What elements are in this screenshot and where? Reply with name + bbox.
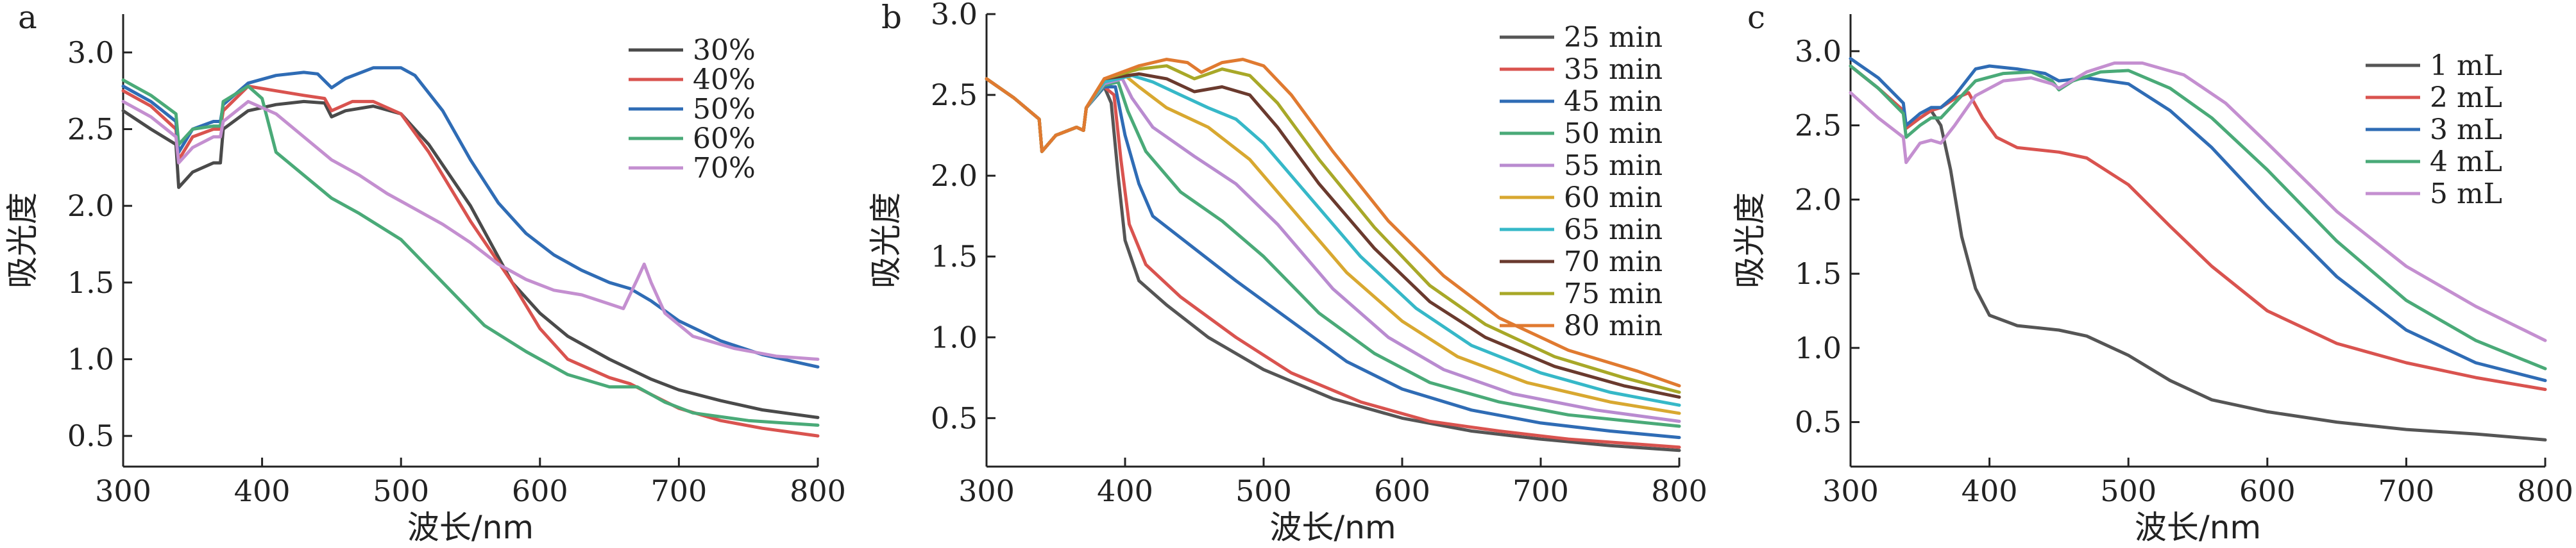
legend-label: 50 min — [1564, 117, 1663, 150]
y-tick-label: 2.5 — [931, 78, 978, 112]
legend: 30%40%50%60%70% — [629, 34, 756, 185]
series-line-4 — [121, 78, 820, 427]
series-line-1 — [121, 99, 820, 419]
y-tick-label: 1.0 — [1795, 331, 1842, 365]
legend-label: 2 mL — [2430, 81, 2502, 114]
legend-label: 45 min — [1564, 85, 1663, 118]
y-tick-label: 2.0 — [931, 158, 978, 193]
x-tick-label: 700 — [1513, 474, 1569, 508]
x-tick-label: 600 — [1374, 474, 1430, 508]
y-tick-label: 3.0 — [67, 35, 114, 70]
x-tick-label: 400 — [234, 474, 291, 508]
y-tick-label: 3.0 — [931, 0, 978, 31]
series-line-10 — [985, 58, 1681, 388]
x-tick-label: 800 — [1651, 474, 1707, 508]
legend-label: 5 mL — [2430, 178, 2502, 210]
chart-panel-c: c 300 400 500 600 700 800 0.5 1.0 1.5 2.0 2.5 3.0 波长/… — [1731, 0, 2573, 546]
legend-label: 80 min — [1564, 310, 1663, 342]
y-tick-label: 0.5 — [931, 401, 978, 435]
x-tick-label: 700 — [650, 474, 707, 508]
panel-letter: b — [881, 0, 902, 36]
legend-label: 50% — [693, 93, 756, 126]
y-tick-label: 1.5 — [1795, 256, 1842, 291]
x-tick-label: 500 — [373, 474, 429, 508]
legend-label: 4 mL — [2430, 145, 2502, 178]
legend-label: 70% — [693, 152, 756, 185]
y-tick-label: 1.0 — [67, 342, 114, 376]
legend-label: 30% — [693, 34, 756, 67]
x-axis-title: 波长/nm — [407, 509, 534, 546]
x-tick-label: 700 — [2378, 474, 2434, 508]
x-axis-title: 波长/nm — [2135, 509, 2261, 546]
x-tick-label: 800 — [790, 474, 846, 508]
y-tick-label: 2.0 — [67, 188, 114, 223]
y-axis-title: 吸光度 — [1731, 192, 1768, 288]
legend-label: 60 min — [1564, 181, 1663, 214]
legend-label: 40% — [693, 63, 756, 96]
legend-label: 60% — [693, 122, 756, 155]
x-tick-label: 600 — [512, 474, 568, 508]
x-tick-label: 600 — [2239, 474, 2296, 508]
x-axis-title: 波长/nm — [1269, 509, 1396, 546]
chart-panel-b: b 300 400 500 600 700 800 0.5 1.0 1.5 2.0 2.5 3.0 波长/… — [867, 0, 1707, 546]
legend-label: 3 mL — [2430, 113, 2502, 146]
series-line-4 — [1849, 64, 2547, 370]
legend-label: 1 mL — [2430, 49, 2502, 82]
panel-letter: a — [18, 0, 37, 36]
legend-label: 35 min — [1564, 53, 1663, 86]
y-tick-label: 2.5 — [67, 112, 114, 146]
x-tick-label: 500 — [2100, 474, 2157, 508]
x-tick-label: 300 — [95, 474, 151, 508]
y-tick-label: 1.5 — [931, 239, 978, 274]
x-tick-label: 300 — [1822, 474, 1879, 508]
legend-label: 55 min — [1564, 149, 1663, 182]
x-tick-label: 400 — [1962, 474, 2018, 508]
chart-panel-a: a 300 400 500 600 700 800 0.5 1.0 1.5 2.0 2.5 3.0 波长/… — [4, 0, 846, 546]
legend-label: 25 min — [1564, 21, 1663, 54]
y-axis-title: 吸光度 — [4, 192, 41, 288]
x-tick-label: 800 — [2517, 474, 2573, 508]
series-line-5 — [1849, 61, 2547, 342]
y-axis-title: 吸光度 — [867, 192, 904, 288]
series-line-5 — [121, 99, 820, 361]
x-tick-label: 500 — [1235, 474, 1292, 508]
y-tick-label: 1.5 — [67, 265, 114, 300]
legend-label: 65 min — [1564, 213, 1663, 246]
y-tick-label: 2.5 — [1795, 108, 1842, 143]
panel-letter: c — [1747, 0, 1765, 36]
series-line-3 — [121, 66, 820, 369]
x-tick-label: 400 — [1097, 474, 1153, 508]
legend-label: 70 min — [1564, 245, 1663, 278]
y-tick-label: 3.0 — [1795, 34, 1842, 69]
y-tick-label: 0.5 — [67, 419, 114, 453]
y-tick-label: 0.5 — [1795, 405, 1842, 440]
legend-label: 75 min — [1564, 278, 1663, 310]
y-tick-label: 2.0 — [1795, 182, 1842, 217]
x-tick-label: 300 — [958, 474, 1015, 508]
y-tick-label: 1.0 — [931, 320, 978, 354]
series-line-2 — [1849, 64, 2547, 392]
legend: 1 mL2 mL3 mL4 mL5 mL — [2366, 49, 2502, 210]
